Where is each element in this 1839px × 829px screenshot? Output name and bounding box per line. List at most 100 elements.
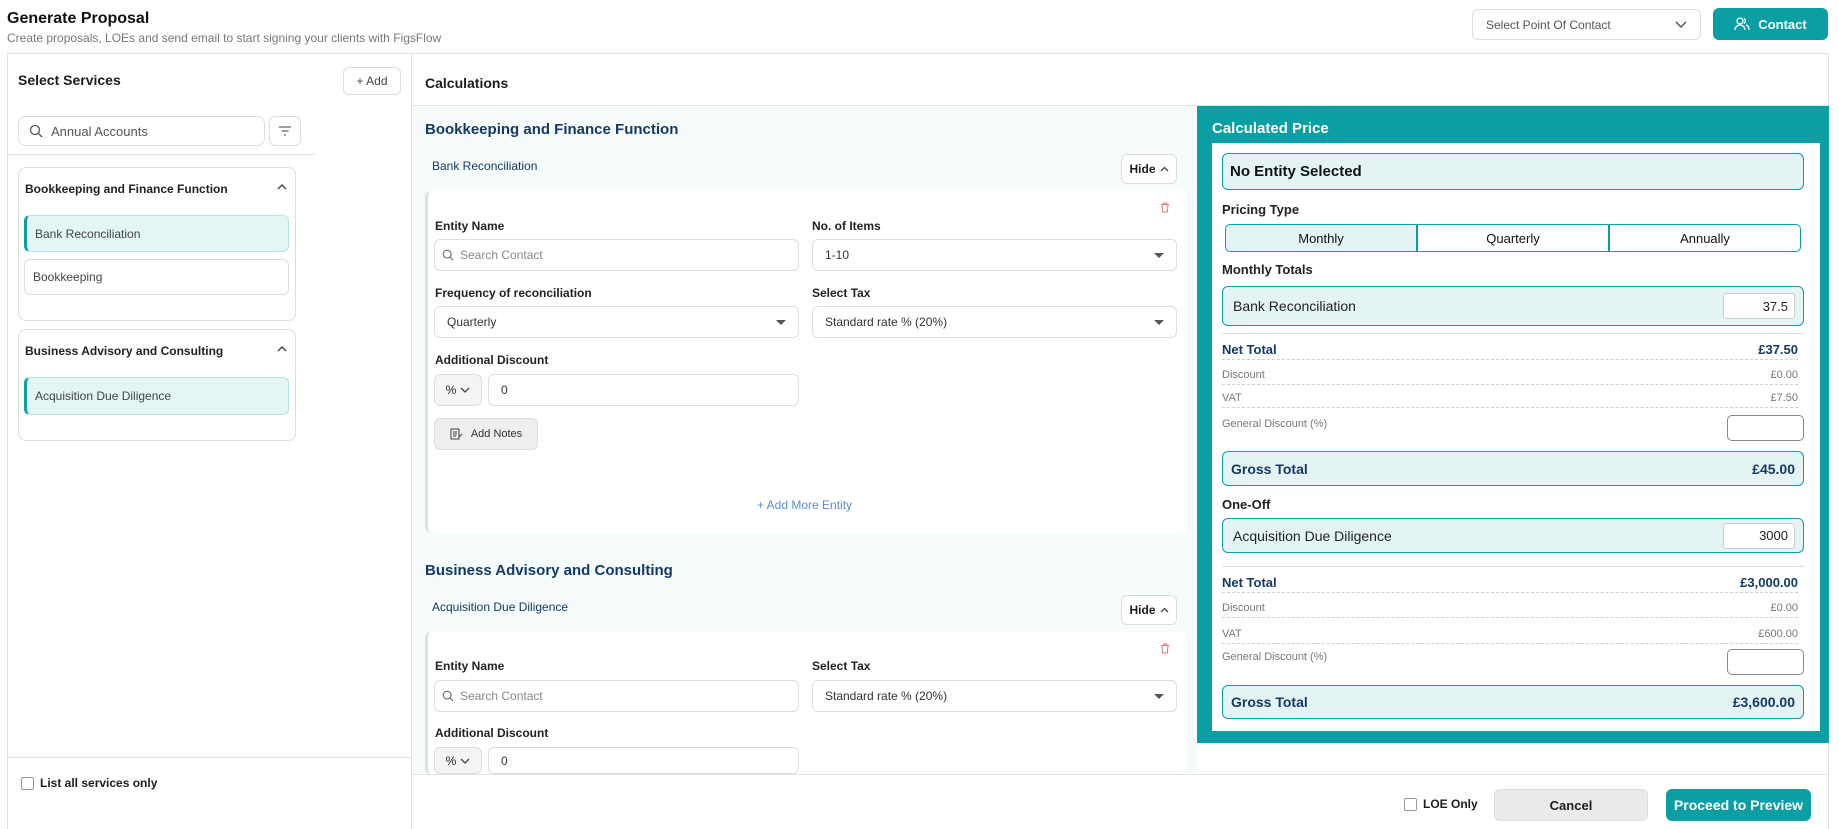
tax-label: Select Tax: [812, 659, 871, 673]
loe-only-label: LOE Only: [1423, 797, 1478, 811]
discount-row: Discount £0.00: [1222, 599, 1798, 618]
general-discount-label: General Discount (%): [1222, 651, 1328, 663]
net-total-value: £3,000.00: [1740, 575, 1798, 590]
line-item-value-input[interactable]: 37.5: [1723, 293, 1795, 319]
entity-name-label: Entity Name: [435, 219, 505, 233]
monthly-totals-label: Monthly Totals: [1222, 262, 1313, 277]
one-off-line-item: Acquisition Due Diligence 3000: [1222, 518, 1804, 553]
vat-label: VAT: [1222, 392, 1242, 404]
hide-button[interactable]: Hide: [1121, 154, 1177, 184]
items-value: 1-10: [825, 248, 850, 262]
entity-selector[interactable]: No Entity Selected: [1222, 153, 1804, 190]
proceed-to-preview-button[interactable]: Proceed to Preview: [1666, 789, 1811, 821]
general-discount-input[interactable]: [1727, 415, 1804, 441]
entity-search-placeholder: Search Contact: [460, 689, 543, 703]
discount-type-select[interactable]: %: [434, 747, 482, 774]
gross-total-value: £3,600.00: [1732, 694, 1795, 710]
items-select[interactable]: 1-10: [812, 239, 1177, 271]
general-discount-input[interactable]: [1727, 649, 1804, 675]
notes-icon: [450, 428, 463, 440]
trash-icon[interactable]: [1160, 202, 1170, 213]
entity-search-input[interactable]: Search Contact: [434, 239, 799, 271]
pricing-type-annually[interactable]: Annually: [1609, 224, 1801, 252]
vat-label: VAT: [1222, 628, 1242, 640]
services-sidebar: [7, 53, 412, 829]
discount-input[interactable]: 0: [488, 374, 799, 406]
gross-total-label: Gross Total: [1231, 694, 1308, 710]
vat-row: VAT £600.00: [1222, 625, 1798, 644]
vat-value: £7.50: [1770, 392, 1798, 404]
chevron-down-icon: [460, 758, 470, 764]
point-of-contact-select[interactable]: Select Point Of Contact: [1472, 9, 1701, 40]
search-icon: [29, 124, 43, 138]
filter-icon: [279, 126, 291, 136]
service-item-label: Bookkeeping: [33, 270, 103, 284]
discount-value: £0.00: [1770, 602, 1798, 614]
service-search-input[interactable]: Annual Accounts: [18, 116, 265, 146]
point-of-contact-placeholder: Select Point Of Contact: [1486, 17, 1611, 32]
chevron-up-icon: [1160, 166, 1168, 172]
entity-search-input[interactable]: Search Contact: [434, 680, 799, 712]
list-all-checkbox[interactable]: [21, 777, 34, 790]
filter-button[interactable]: [269, 116, 301, 146]
discount-value: 0: [501, 383, 508, 397]
caret-down-icon: [776, 319, 786, 325]
chevron-up-icon[interactable]: [277, 345, 287, 352]
discount-type-select[interactable]: %: [434, 374, 482, 406]
calculated-price-title: Calculated Price: [1212, 120, 1329, 137]
discount-value: 0: [501, 753, 508, 768]
hide-label: Hide: [1129, 162, 1156, 176]
add-service-button[interactable]: + Add: [343, 67, 401, 95]
users-icon: [1734, 17, 1750, 31]
calculations-title: Calculations: [425, 75, 509, 91]
service-item[interactable]: Acquisition Due Diligence: [24, 377, 289, 415]
service-item[interactable]: Bank Reconciliation: [24, 215, 289, 252]
add-more-entity-link[interactable]: + Add More Entity: [757, 498, 853, 512]
add-notes-label: Add Notes: [470, 428, 523, 440]
page-title: Generate Proposal: [7, 10, 150, 27]
divider: [412, 774, 1829, 775]
caret-down-icon: [1154, 319, 1164, 325]
frequency-value: Quarterly: [447, 315, 497, 329]
add-notes-button[interactable]: Add Notes: [434, 418, 538, 450]
frequency-select[interactable]: Quarterly: [434, 306, 799, 338]
loe-only-checkbox[interactable]: [1404, 797, 1417, 811]
discount-type-value: %: [445, 383, 457, 397]
hide-button[interactable]: Hide: [1121, 595, 1177, 625]
chevron-up-icon[interactable]: [277, 183, 287, 190]
service-item[interactable]: Bookkeeping: [24, 259, 289, 295]
pricing-type-monthly[interactable]: Monthly: [1225, 224, 1417, 252]
net-total-label: Net Total: [1222, 575, 1277, 590]
cancel-button[interactable]: Cancel: [1494, 789, 1648, 821]
gross-total-label: Gross Total: [1231, 460, 1308, 477]
divider: [412, 105, 1829, 106]
gross-total-row: Gross Total £3,600.00: [1222, 685, 1804, 719]
pricing-type-quarterly[interactable]: Quarterly: [1417, 224, 1609, 252]
line-item-value-input[interactable]: 3000: [1723, 522, 1795, 549]
net-total-row: Net Total £3,000.00: [1222, 573, 1798, 593]
section-title: Business Advisory and Consulting: [425, 562, 673, 579]
trash-icon[interactable]: [1160, 643, 1170, 654]
discount-value: £0.00: [1770, 369, 1798, 381]
net-total-label: Net Total: [1222, 342, 1277, 357]
tax-value: Standard rate % (20%): [825, 315, 948, 329]
contact-button[interactable]: Contact: [1713, 8, 1828, 40]
pricing-type-label: Pricing Type: [1222, 202, 1300, 217]
service-group-title: Bookkeeping and Finance Function: [25, 182, 228, 196]
general-discount-label: General Discount (%): [1222, 418, 1328, 430]
discount-label: Discount: [1222, 602, 1265, 614]
tax-label: Select Tax: [812, 286, 871, 300]
loe-only-toggle[interactable]: LOE Only: [1404, 797, 1478, 811]
search-icon: [442, 249, 454, 261]
discount-type-value: %: [445, 753, 457, 768]
caret-down-icon: [1154, 252, 1164, 258]
divider: [1222, 333, 1804, 334]
vat-row: VAT £7.50: [1222, 389, 1798, 408]
tax-select[interactable]: Standard rate % (20%): [812, 680, 1177, 712]
discount-input[interactable]: 0: [488, 747, 799, 774]
service-name: Acquisition Due Diligence: [432, 600, 569, 614]
tax-select[interactable]: Standard rate % (20%): [812, 306, 1177, 338]
gross-total-row: Gross Total £45.00: [1222, 451, 1804, 486]
gross-total-value: £45.00: [1752, 460, 1795, 477]
hide-label: Hide: [1129, 603, 1156, 617]
